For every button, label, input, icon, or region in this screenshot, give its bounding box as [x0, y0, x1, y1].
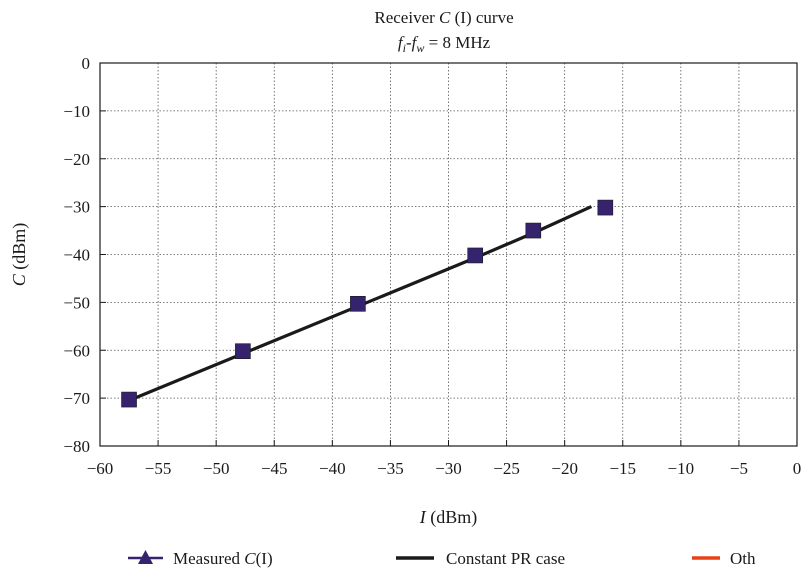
x-tick-label: −10 — [668, 459, 695, 478]
legend-label-other: Oth — [730, 549, 756, 568]
y-tick-label: −10 — [63, 102, 90, 121]
y-tick-label: −60 — [63, 341, 90, 360]
legend: Measured C(I) Constant PR case Oth — [128, 549, 756, 568]
data-point-measured — [597, 199, 614, 216]
data-point-measured — [525, 222, 542, 239]
x-tick-label: −15 — [609, 459, 636, 478]
x-tick-label: −5 — [730, 459, 748, 478]
legend-label-constant-pr: Constant PR case — [446, 549, 565, 568]
y-axis-label: C (dBm) — [9, 223, 30, 287]
x-tick-label: −60 — [87, 459, 114, 478]
x-tick-label: −35 — [377, 459, 404, 478]
data-point-measured — [121, 391, 137, 408]
y-tick-label: −30 — [63, 198, 90, 217]
x-tick-label: −20 — [551, 459, 578, 478]
chart-subtitle: fi-fw = 8 MHz — [398, 33, 491, 55]
chart-title-group: Receiver C (I) curve fi-fw = 8 MHz — [374, 8, 513, 55]
chart-title: Receiver C (I) curve — [374, 8, 513, 27]
legend-label-measured: Measured C(I) — [173, 549, 273, 568]
y-tick-label: −80 — [63, 437, 90, 456]
x-tick-label: 0 — [793, 459, 802, 478]
x-tick-label: −30 — [435, 459, 462, 478]
x-tick-label: −40 — [319, 459, 346, 478]
x-tick-label: −50 — [203, 459, 230, 478]
y-tick-label: −70 — [63, 389, 90, 408]
y-tick-label: −40 — [63, 246, 90, 265]
axis-labels: I (dBm) C (dBm) — [9, 223, 477, 528]
data-point-measured — [235, 343, 251, 360]
axis-ticks: −60 −55 −50 −45 −40 −35 −30 −25 −20 −15 −10 −5 00−10… — [63, 54, 801, 478]
data-point-measured — [467, 247, 484, 264]
y-tick-label: 0 — [82, 54, 91, 73]
data-point-measured — [350, 296, 366, 312]
x-tick-label: −25 — [493, 459, 520, 478]
x-tick-label: −45 — [261, 459, 288, 478]
series-line-constant-pr — [128, 205, 593, 402]
series-layer — [121, 199, 614, 408]
grid-lines — [100, 63, 797, 446]
y-tick-label: −50 — [63, 293, 90, 312]
legend-marker-triangle — [138, 550, 153, 564]
x-axis-label: I (dBm) — [419, 507, 478, 528]
y-tick-label: −20 — [63, 150, 90, 169]
x-tick-label: −55 — [145, 459, 172, 478]
